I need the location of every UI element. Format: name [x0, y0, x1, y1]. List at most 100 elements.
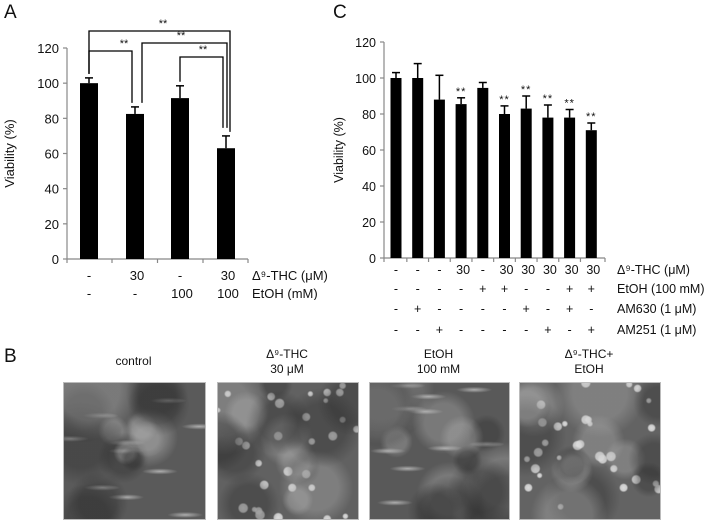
condition-value: -	[481, 263, 485, 277]
condition-value: +	[566, 302, 573, 316]
bar	[171, 98, 189, 259]
condition-value: -	[416, 263, 420, 277]
y-tick-label: 80	[45, 111, 59, 126]
condition-value: -	[87, 286, 91, 300]
bar	[433, 99, 445, 258]
significance-bracket	[88, 30, 231, 132]
significance-marker: **	[564, 98, 575, 110]
condition-value: +	[436, 323, 443, 337]
micrograph-image	[519, 382, 661, 520]
significance-bracket	[179, 56, 224, 128]
micrograph-label: control	[54, 354, 214, 369]
condition-value: -	[524, 323, 528, 337]
y-tick-label: 60	[362, 144, 376, 158]
condition-value: -	[481, 323, 485, 337]
condition-value: -	[178, 268, 182, 283]
significance-bracket	[88, 50, 133, 103]
condition-value: 100	[217, 286, 239, 300]
bar	[564, 117, 576, 258]
significance-marker: **	[120, 38, 129, 50]
micrograph-image	[63, 382, 206, 520]
condition-value: -	[459, 302, 463, 316]
condition-value: 30	[521, 263, 535, 277]
condition-value: -	[502, 323, 506, 337]
y-tick-label: 120	[355, 36, 376, 50]
condition-value: +	[566, 282, 573, 296]
y-tick-label: 20	[45, 217, 59, 232]
condition-value: -	[416, 282, 420, 296]
condition-value: -	[416, 323, 420, 337]
bar	[499, 114, 510, 258]
condition-value: -	[133, 286, 137, 300]
condition-value: -	[437, 282, 441, 296]
condition-value: +	[544, 323, 551, 337]
bar	[390, 78, 402, 258]
condition-value: -	[394, 282, 398, 296]
y-tick-label: 100	[355, 72, 376, 86]
y-tick-label: 0	[369, 252, 376, 266]
significance-marker: **	[177, 30, 186, 42]
micrograph-image	[369, 382, 510, 520]
condition-value: -	[394, 323, 398, 337]
y-tick-label: 100	[37, 76, 59, 91]
significance-marker: **	[456, 86, 467, 98]
micrograph-label-line1: EtOH	[423, 347, 454, 361]
bar	[520, 108, 532, 258]
micrograph-label: Δ⁹-THC+ EtOH	[509, 347, 669, 377]
condition-value: -	[568, 323, 572, 337]
condition-value: 30	[500, 263, 514, 277]
condition-value: -	[87, 268, 91, 283]
condition-label: Δ⁹-THC (μM)	[252, 268, 328, 283]
condition-value: -	[437, 302, 441, 316]
significance-marker: **	[543, 93, 554, 105]
chart-c: 0 20 40 60 80 100 120 Viability (%) ** ** ** ** ** **…	[332, 36, 705, 337]
micrograph-label-line1: Δ⁹-THC+	[564, 347, 614, 361]
micrograph-label-line2: 100 mM	[416, 362, 461, 376]
micrograph-label-line1: control	[115, 354, 152, 368]
micrograph-label-line1: Δ⁹-THC	[266, 347, 308, 361]
significance-marker: **	[586, 111, 597, 123]
bar	[542, 117, 554, 258]
micrograph-label: EtOH 100 mM	[359, 347, 519, 377]
condition-value: -	[589, 302, 593, 316]
condition-value: 30	[456, 263, 470, 277]
panel-label-b: B	[4, 346, 17, 367]
bar	[80, 83, 98, 260]
condition-value: 30	[543, 263, 557, 277]
condition-value: -	[546, 302, 550, 316]
condition-value: +	[588, 323, 595, 337]
condition-value: +	[414, 302, 421, 316]
condition-value: -	[524, 282, 528, 296]
condition-label: EtOH (mM)	[252, 286, 318, 300]
chart-a: 0 20 40 60 80 100 120 Viability (%) - 30 - 30 Δ⁹-THC…	[2, 18, 328, 300]
condition-value: 30	[221, 268, 235, 283]
bar	[585, 130, 597, 258]
y-tick-label: 0	[52, 252, 59, 267]
bar	[412, 78, 424, 258]
condition-value: 30	[586, 263, 600, 277]
condition-label: AM630 (1 μM)	[617, 302, 696, 316]
condition-value: 30	[130, 268, 144, 283]
condition-value: -	[394, 263, 398, 277]
y-tick-label: 20	[362, 216, 376, 230]
condition-value: -	[394, 302, 398, 316]
y-tick-label: 60	[45, 147, 59, 162]
condition-value: +	[479, 282, 486, 296]
significance-marker: **	[521, 84, 532, 96]
condition-value: -	[481, 302, 485, 316]
y-tick-label: 80	[362, 108, 376, 122]
condition-value: -	[459, 282, 463, 296]
y-axis-label: Viability (%)	[2, 119, 17, 187]
condition-value: +	[501, 282, 508, 296]
condition-label: EtOH (100 mM)	[617, 282, 705, 296]
y-tick-label: 120	[37, 41, 59, 56]
condition-value: 30	[565, 263, 579, 277]
y-tick-label: 40	[362, 180, 376, 194]
panel-label-c: C	[333, 2, 347, 23]
significance-marker: **	[499, 94, 510, 106]
condition-value: +	[588, 282, 595, 296]
condition-label: Δ⁹-THC (μM)	[617, 263, 690, 277]
condition-value: -	[437, 263, 441, 277]
condition-value: -	[459, 323, 463, 337]
significance-marker: **	[159, 18, 168, 30]
